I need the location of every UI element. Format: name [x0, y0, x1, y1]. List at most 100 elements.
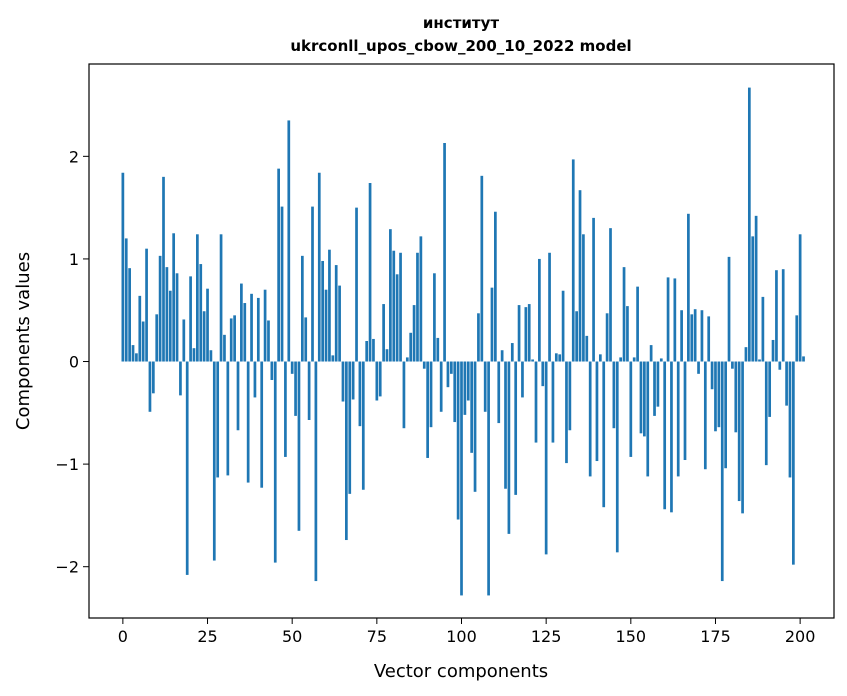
- bar: [385, 349, 389, 362]
- bar: [338, 285, 341, 362]
- bar: [693, 309, 697, 362]
- bar: [504, 361, 507, 489]
- bar: [121, 172, 125, 362]
- bar: [795, 315, 799, 362]
- bar: [365, 341, 369, 362]
- bar: [792, 361, 795, 565]
- y-tick-label: −1: [55, 455, 79, 474]
- bar: [568, 361, 572, 431]
- bar: [155, 314, 159, 362]
- bar: [131, 345, 135, 362]
- bar: [798, 234, 802, 362]
- bar: [267, 320, 270, 362]
- bar: [375, 361, 379, 401]
- bar: [148, 361, 152, 412]
- bar: [321, 260, 325, 362]
- bar: [487, 361, 490, 596]
- bar: [212, 361, 216, 561]
- bar: [700, 310, 704, 362]
- bar: [439, 361, 443, 412]
- bar: [615, 361, 619, 553]
- bar: [646, 361, 650, 477]
- bar: [751, 236, 755, 362]
- bar: [216, 361, 220, 478]
- bar: [392, 250, 396, 362]
- bar: [233, 315, 236, 362]
- bar: [548, 252, 551, 362]
- bar: [168, 290, 172, 362]
- bar: [138, 295, 142, 362]
- bar: [737, 361, 741, 502]
- bar: [544, 361, 548, 555]
- x-tick-label: 25: [197, 627, 217, 646]
- bar: [595, 361, 599, 462]
- bar: [598, 354, 602, 362]
- y-axis-label: Components values: [13, 252, 34, 430]
- bar: [351, 361, 355, 400]
- bar: [720, 361, 724, 582]
- bar: [456, 361, 460, 520]
- bar: [629, 361, 633, 457]
- bar: [578, 190, 582, 362]
- bar: [175, 273, 179, 362]
- bar: [680, 310, 683, 362]
- bar: [405, 357, 409, 362]
- bar: [172, 233, 176, 362]
- bar: [284, 361, 287, 457]
- bar: [460, 361, 463, 596]
- bar: [643, 361, 646, 437]
- bar: [443, 143, 446, 362]
- bar: [612, 361, 616, 429]
- bar: [300, 255, 304, 362]
- bar: [592, 217, 595, 362]
- bar: [368, 183, 372, 362]
- bar: [483, 361, 487, 412]
- bar: [324, 289, 328, 362]
- bar: [145, 248, 148, 362]
- bar: [527, 304, 531, 362]
- bar: [395, 274, 399, 362]
- bar: [639, 361, 643, 434]
- bar: [226, 361, 230, 476]
- y-axis-ticks: −2 −1 0 1 2: [55, 147, 89, 577]
- bar: [605, 313, 609, 362]
- bar: [734, 361, 738, 433]
- bar: [151, 361, 155, 394]
- bar: [223, 334, 226, 362]
- bar: [741, 361, 744, 514]
- bar: [470, 361, 474, 453]
- x-tick-label: 100: [446, 627, 477, 646]
- bar: [565, 361, 568, 464]
- chart-title-line1: институт: [423, 14, 499, 32]
- bar: [710, 361, 714, 390]
- bar: [731, 361, 734, 369]
- bar: [703, 361, 707, 470]
- bar: [517, 305, 521, 362]
- bar: [761, 296, 765, 362]
- bar: [764, 361, 768, 466]
- chart-title-line2: ukrconll_upos_cbow_200_10_2022 model: [290, 37, 631, 55]
- bar: [196, 234, 199, 362]
- bar: [507, 361, 511, 534]
- bar: [270, 361, 274, 380]
- bar: [653, 361, 656, 416]
- bar: [192, 348, 196, 362]
- bar: [490, 287, 494, 362]
- bar: [422, 361, 426, 369]
- bar: [182, 319, 186, 362]
- bar: [771, 339, 775, 362]
- bar: [453, 361, 457, 423]
- bar: [622, 267, 626, 362]
- bar: [328, 249, 331, 362]
- bar: [416, 252, 419, 362]
- bar: [538, 258, 541, 362]
- bar: [561, 290, 565, 362]
- bar: [717, 361, 721, 428]
- bar: [372, 338, 375, 362]
- bar: [666, 277, 670, 362]
- bar: [588, 361, 592, 477]
- bar: [429, 361, 433, 428]
- bar: [656, 361, 660, 407]
- bar: [524, 307, 528, 362]
